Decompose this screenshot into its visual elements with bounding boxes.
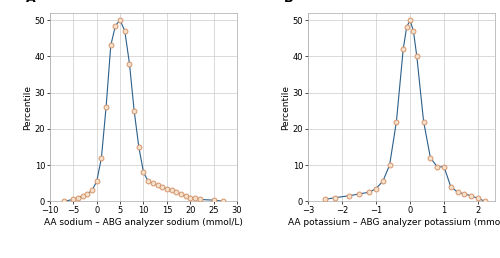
Text: A: A — [26, 0, 36, 5]
Text: B: B — [284, 0, 293, 5]
Y-axis label: Percentile: Percentile — [22, 85, 32, 130]
X-axis label: AA sodium – ABG analyzer sodium (mmol/L): AA sodium – ABG analyzer sodium (mmol/L) — [44, 218, 243, 227]
Y-axis label: Percentile: Percentile — [281, 85, 290, 130]
X-axis label: AA potassium – ABG analyzer potassium (mmol/L): AA potassium – ABG analyzer potassium (m… — [288, 218, 500, 227]
